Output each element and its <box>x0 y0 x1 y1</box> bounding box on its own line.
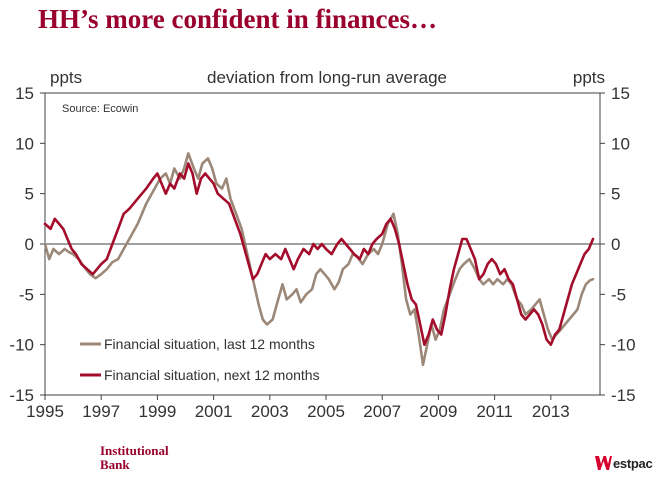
westpac-w-icon <box>595 456 612 470</box>
series-layer <box>43 152 595 367</box>
source-note: Source: Ecowin <box>62 103 138 115</box>
y-tick-label-right: -10 <box>611 336 636 355</box>
legend: Financial situation, last 12 months Fina… <box>80 336 320 383</box>
y-tick-label-left: 0 <box>25 235 34 254</box>
slide-title: HH’s more confident in finances… <box>38 4 437 34</box>
series-line-last-12-months <box>43 152 595 367</box>
x-tick-label: 2009 <box>420 402 458 421</box>
y-tick-label-left: 15 <box>15 84 34 103</box>
x-tick-label: 1995 <box>26 402 64 421</box>
westpac-logo: estpac <box>595 454 653 472</box>
legend-label-last: Financial situation, last 12 months <box>104 336 315 352</box>
y-tick-label-left: 10 <box>15 134 34 153</box>
x-tick-label: 2013 <box>532 402 570 421</box>
y-axis-label-left: ppts <box>50 68 82 87</box>
y-ticks-right: 15 10 5 0 -5 -10 -15 <box>600 84 636 405</box>
y-ticks-left: 15 10 5 0 -5 -10 -15 <box>9 84 45 405</box>
y-tick-label-right: -5 <box>611 285 626 304</box>
y-tick-label-left: -15 <box>9 386 34 405</box>
x-tick-label: 2007 <box>363 402 401 421</box>
chart-title: deviation from long-run average <box>207 68 447 87</box>
x-tick-label: 1997 <box>82 402 120 421</box>
y-axis-label-right: ppts <box>573 68 605 87</box>
y-tick-label-right: 15 <box>611 84 630 103</box>
y-tick-label-left: -5 <box>19 285 34 304</box>
y-tick-label-right: 5 <box>611 185 620 204</box>
legend-label-next: Financial situation, next 12 months <box>104 367 320 383</box>
institutional-bank-logo: Institutional Bank <box>100 444 169 472</box>
y-tick-label-left: -10 <box>9 336 34 355</box>
x-tick-label: 2003 <box>251 402 289 421</box>
x-ticks: 1995 1997 1999 2001 2003 2005 2007 2009 2011 2013 <box>26 395 570 421</box>
x-tick-label: 2001 <box>195 402 233 421</box>
x-tick-label: 2005 <box>307 402 345 421</box>
y-tick-label-right: 10 <box>611 134 630 153</box>
x-tick-label: 1999 <box>138 402 176 421</box>
series-line-next-12-months <box>43 162 595 347</box>
y-tick-label-right: -15 <box>611 386 636 405</box>
logo-line-2: Bank <box>100 457 130 472</box>
westpac-wordmark: estpac <box>613 455 653 471</box>
y-tick-label-left: 5 <box>25 185 34 204</box>
x-tick-label: 2011 <box>476 402 513 421</box>
logo-line-1: Institutional <box>100 443 169 458</box>
y-tick-label-right: 0 <box>611 235 620 254</box>
